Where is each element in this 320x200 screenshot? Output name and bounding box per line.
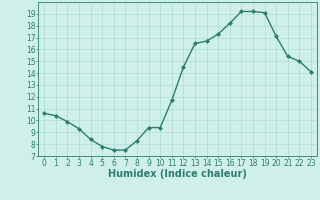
X-axis label: Humidex (Indice chaleur): Humidex (Indice chaleur) xyxy=(108,169,247,179)
